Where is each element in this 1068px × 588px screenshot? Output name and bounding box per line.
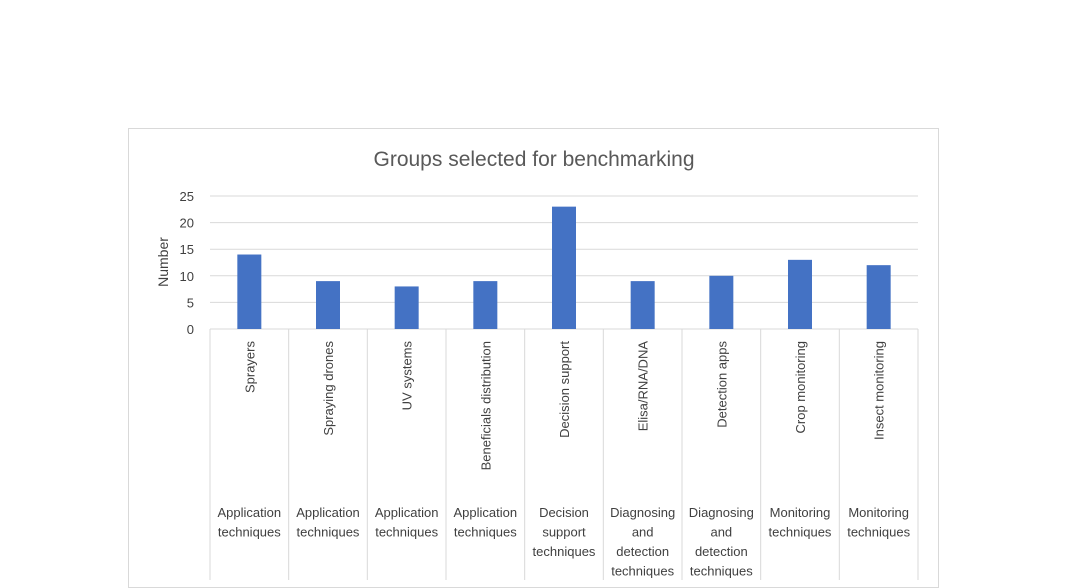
bar <box>473 281 498 329</box>
x-group-label: Monitoring techniques <box>769 505 832 540</box>
x-group-label: Application techniques <box>218 505 282 540</box>
x-category-label: Decision support <box>557 341 572 438</box>
x-category-label: Beneficials distribution <box>478 341 493 470</box>
bar <box>552 206 576 329</box>
chart-title: Groups selected for benchmarking <box>374 148 695 171</box>
bar <box>394 286 419 329</box>
x-group-label: Diagnosing and detection techniques <box>610 505 675 579</box>
chart-frame <box>128 128 939 588</box>
bar <box>630 281 655 329</box>
x-category-label: Crop monitoring <box>793 341 808 434</box>
x-group-label: Application techniques <box>375 505 439 540</box>
y-tick-label: 15 <box>180 242 194 257</box>
bar <box>316 281 340 329</box>
bar <box>237 254 262 329</box>
x-category-label: Sprayers <box>242 341 257 394</box>
x-group-label: Application techniques <box>296 505 360 540</box>
y-tick-label: 10 <box>180 269 194 284</box>
x-category-label: Insect monitoring <box>872 341 887 440</box>
y-tick-label: 5 <box>187 295 194 310</box>
x-group-label: Monitoring techniques <box>847 505 910 540</box>
x-group-label: Application techniques <box>454 505 518 540</box>
x-group-label: Decision support techniques <box>533 505 596 559</box>
x-group-label: Diagnosing and detection techniques <box>689 505 754 579</box>
bar <box>788 259 812 329</box>
x-category-label: Spraying drones <box>321 341 336 436</box>
bar <box>866 265 891 329</box>
y-tick-label: 25 <box>180 189 194 204</box>
y-tick-label: 0 <box>187 322 194 337</box>
x-category-label: Elisa/RNA/DNA <box>636 341 651 432</box>
bar <box>709 275 734 329</box>
x-category-label: Detection apps <box>714 341 729 428</box>
y-axis-label: Number <box>155 237 171 287</box>
y-tick-label: 20 <box>180 216 194 231</box>
x-category-label: UV systems <box>400 341 415 411</box>
